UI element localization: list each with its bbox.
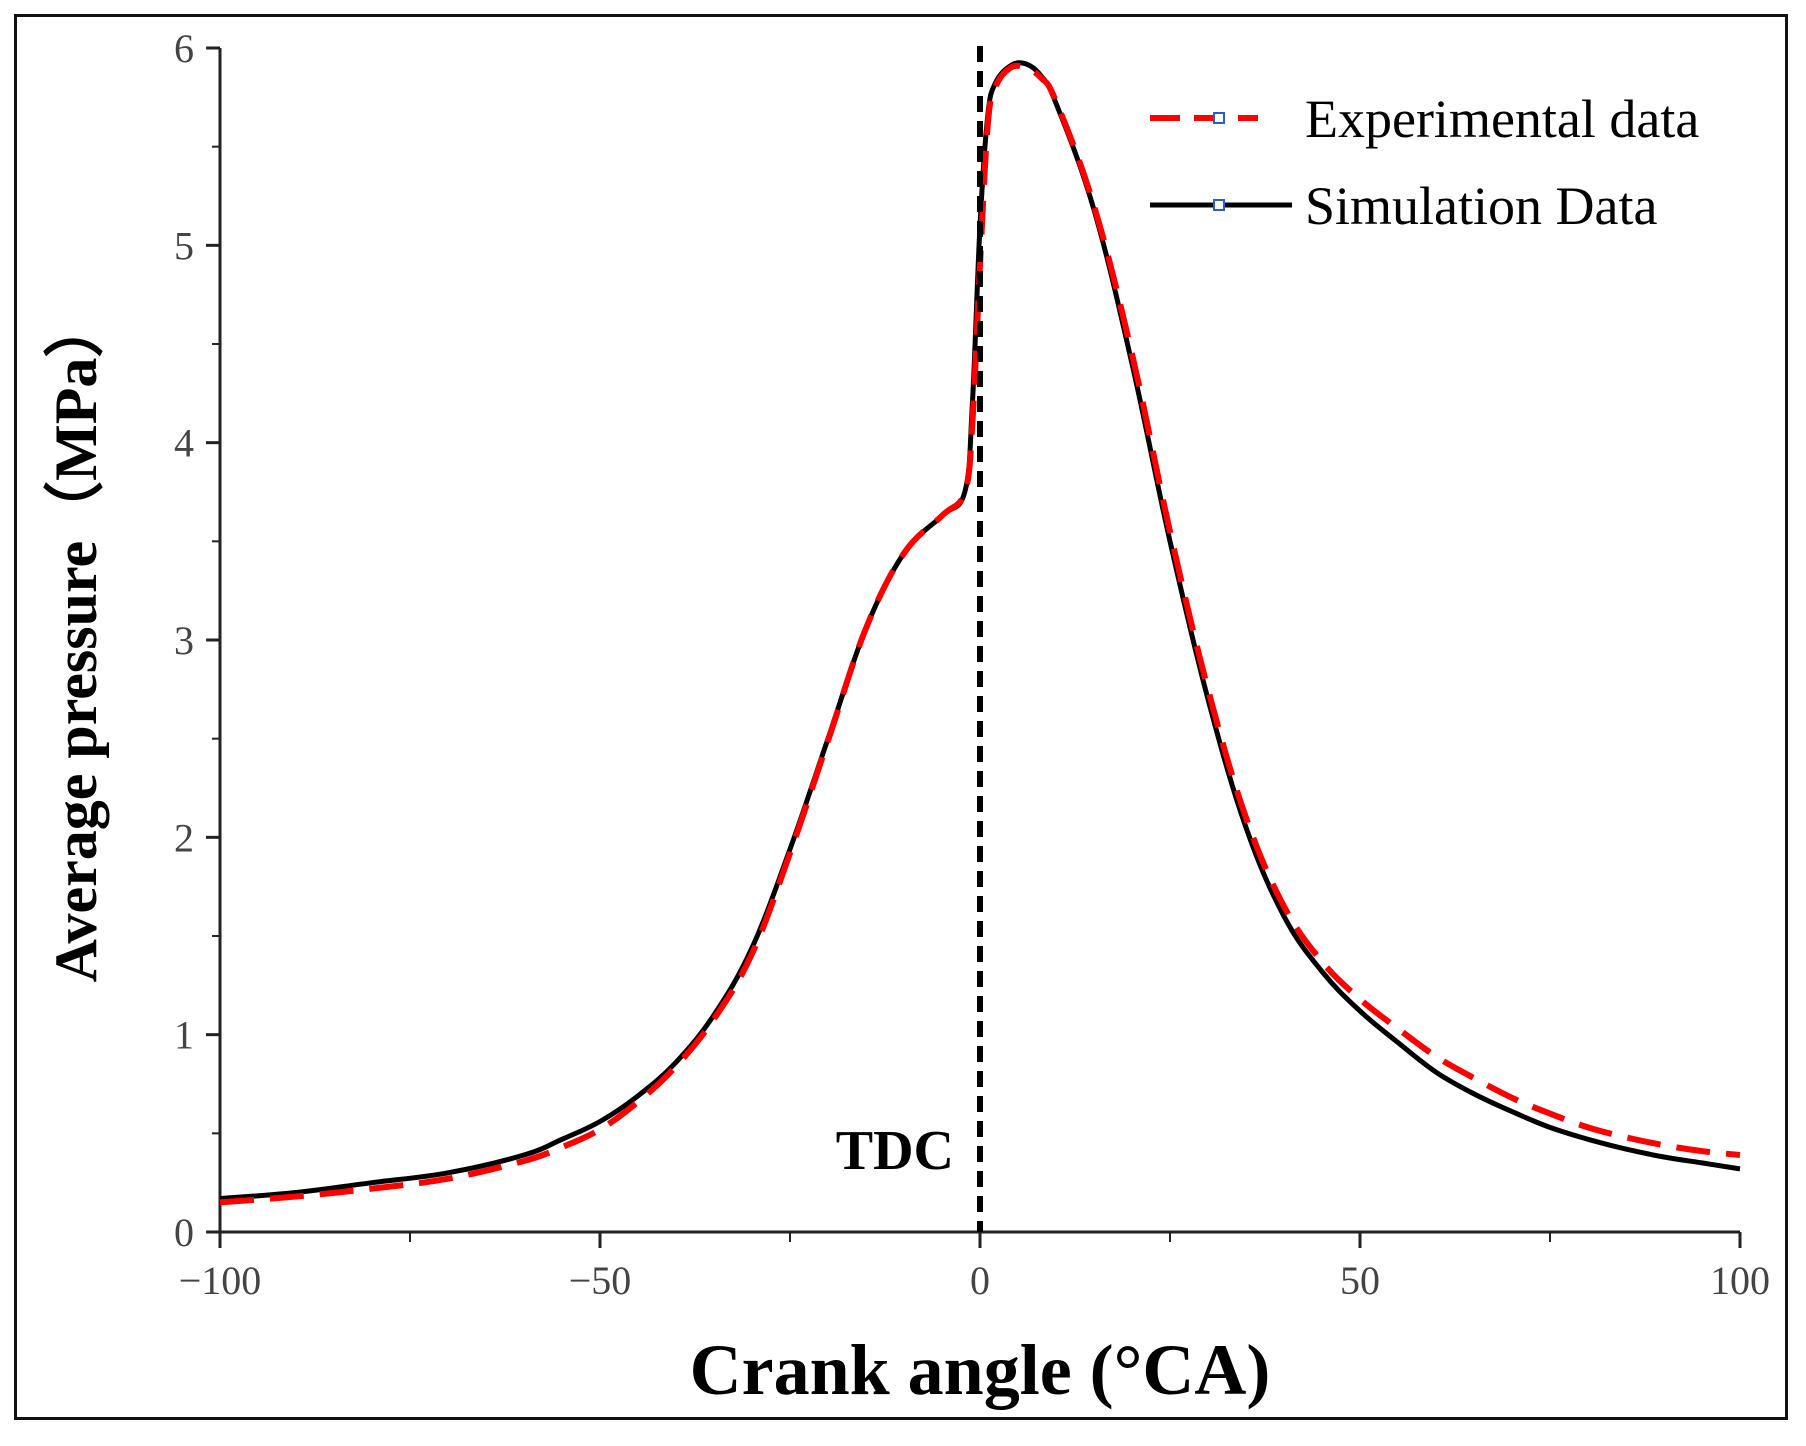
y-axis-title: Average pressure（MPa） bbox=[42, 298, 109, 983]
legend-marker-simulation bbox=[1213, 199, 1225, 211]
x-axis-title: Crank angle (°CA) bbox=[690, 1330, 1271, 1410]
legend-label-experimental: Experimental data bbox=[1305, 89, 1699, 149]
legend: Experimental data Simulation Data bbox=[1150, 89, 1699, 236]
x-tick-label: −50 bbox=[569, 1258, 632, 1303]
legend-marker-experimental bbox=[1213, 112, 1225, 124]
x-tick-label: 0 bbox=[970, 1258, 990, 1303]
y-tick-label: 5 bbox=[174, 223, 194, 268]
y-tick-label: 6 bbox=[174, 26, 194, 71]
y-tick-label: 0 bbox=[174, 1210, 194, 1255]
x-tick-label: −100 bbox=[179, 1258, 262, 1303]
series-group bbox=[219, 60, 1741, 1206]
tick-labels: −100 −50 0 50 100 0 1 2 3 4 5 6 bbox=[174, 26, 1770, 1303]
y-tick-label: 4 bbox=[174, 421, 194, 466]
tdc-annotation: TDC bbox=[836, 1120, 954, 1182]
x-tick-label: 50 bbox=[1340, 1258, 1380, 1303]
series-line-experimental bbox=[219, 62, 1741, 1206]
x-tick-label: 100 bbox=[1710, 1258, 1770, 1303]
figure-frame bbox=[14, 14, 1788, 1420]
y-tick-label: 1 bbox=[174, 1013, 194, 1058]
y-tick-label: 2 bbox=[174, 815, 194, 860]
y-tick-label: 3 bbox=[174, 618, 194, 663]
axis-ticks bbox=[206, 46, 1742, 1248]
legend-label-simulation: Simulation Data bbox=[1305, 176, 1657, 236]
